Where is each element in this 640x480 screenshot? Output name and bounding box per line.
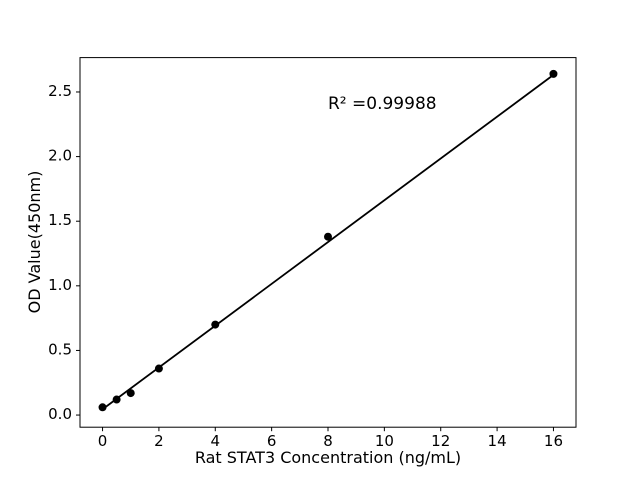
- x-tick-label: 0: [98, 432, 108, 450]
- x-tick-label: 16: [544, 432, 563, 450]
- x-tick-label: 14: [488, 432, 507, 450]
- x-axis-label: Rat STAT3 Concentration (ng/mL): [195, 448, 461, 467]
- y-tick-label: 2.5: [48, 82, 72, 100]
- data-point: [211, 320, 220, 329]
- x-tick-label: 2: [154, 432, 164, 450]
- data-point: [154, 364, 163, 373]
- data-point: [324, 232, 332, 241]
- r-squared-annotation: R² =0.99988: [328, 94, 437, 114]
- data-point: [112, 395, 121, 404]
- data-point: [98, 403, 107, 412]
- x-tick-label: 8: [323, 432, 333, 450]
- data-point: [126, 389, 135, 398]
- y-tick-label: 0.5: [48, 340, 72, 358]
- y-tick-label: 0.0: [48, 405, 72, 423]
- y-tick-label: 1.5: [48, 211, 72, 229]
- x-tick-label: 4: [210, 432, 220, 450]
- y-axis-label: OD Value(450nm): [25, 171, 44, 314]
- x-tick-label: 10: [375, 432, 394, 450]
- x-tick-label: 6: [267, 432, 277, 450]
- y-tick-label: 1.0: [48, 276, 72, 294]
- x-tick-label: 12: [431, 432, 450, 450]
- y-tick-label: 2.0: [48, 147, 72, 165]
- fit-line: [102, 74, 554, 410]
- data-point: [549, 69, 558, 78]
